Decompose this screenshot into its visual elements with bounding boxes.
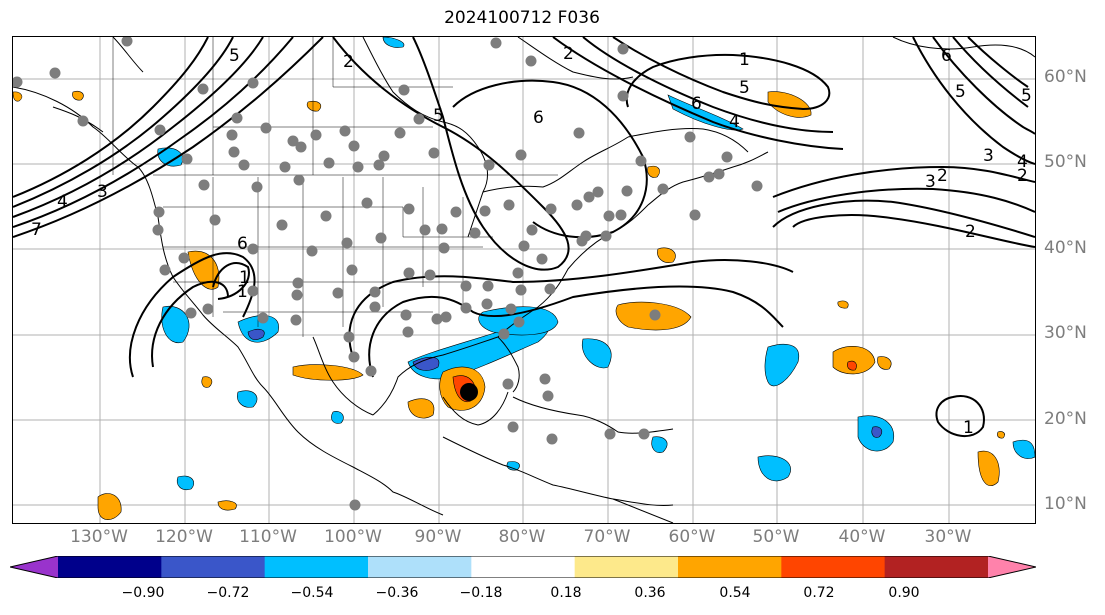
shaded-anomalies (13, 37, 1035, 520)
contour-label: 1 (237, 282, 248, 302)
contour-label: 6 (533, 108, 544, 128)
colorbar-segment (368, 556, 472, 578)
contour-label: 5 (229, 46, 240, 66)
colorbar-tick-label: −0.54 (290, 585, 334, 601)
lon-label: 60°W (668, 527, 716, 547)
colorbar-tick-label: 0.90 (888, 585, 920, 601)
contour-label: 1 (739, 50, 750, 70)
colorbar-tick-label: 0.72 (803, 585, 835, 601)
colorbar-tick-label: −0.18 (459, 585, 503, 601)
contour-label: 5 (739, 78, 750, 98)
colorbar-tick-label: 0.18 (550, 585, 582, 601)
colorbar-tick-label: −0.90 (121, 585, 165, 601)
colorbar-segment (574, 556, 679, 578)
colorbar-extend-low (10, 556, 58, 578)
contour-label: 4 (729, 112, 740, 132)
contour-label: 5 (955, 82, 966, 102)
colorbar-segment (781, 556, 886, 578)
lat-label: 20°N (1044, 409, 1087, 429)
contour-label-layer: 5 6 2 1 5 6 6 4 1 5 6 5 4 3 2 1 3 2 7 4 … (31, 44, 1032, 438)
colorbar-segment (264, 556, 369, 578)
lon-label: 30°W (924, 527, 972, 547)
lon-label: 130°W (70, 527, 128, 547)
lat-label: 10°N (1044, 494, 1087, 514)
storm-center-marker (460, 383, 478, 401)
lon-label: 70°W (583, 527, 631, 547)
lat-label: 60°N (1044, 67, 1087, 87)
colorbar-tick-label: −0.36 (375, 585, 419, 601)
station-dots (13, 37, 763, 511)
contour-label: 7 (31, 220, 42, 240)
lat-label: 50°N (1044, 152, 1087, 172)
contour-label: 6 (237, 234, 248, 254)
colorbar-tick-label: 0.36 (634, 585, 666, 601)
colorbar-tick-label: 0.54 (719, 585, 751, 601)
contour-label: 3 (97, 182, 108, 202)
lon-label: 80°W (498, 527, 546, 547)
map-title: 2024100712 F036 (444, 8, 600, 28)
contour-label: 1 (963, 418, 974, 438)
contour-label: 5 (1021, 86, 1032, 106)
contour-label: 5 (433, 106, 444, 126)
colorbar-segment (678, 556, 782, 578)
lon-label: 120°W (155, 527, 213, 547)
lon-label: 90°W (414, 527, 462, 547)
contour-label: 3 (983, 146, 994, 166)
colorbar (10, 556, 1036, 578)
colorbar-segment (58, 556, 162, 578)
lon-label: 40°W (838, 527, 886, 547)
colorbar-tick-label: −0.72 (206, 585, 250, 601)
contour-lines (13, 37, 1035, 437)
lon-label: 50°W (752, 527, 800, 547)
map-panel: 5 6 2 1 5 6 6 4 1 5 6 5 4 3 2 1 3 2 7 4 … (12, 36, 1036, 524)
contour-label: 4 (57, 192, 68, 212)
colorbar-segment (471, 556, 576, 578)
contour-label: 2 (965, 222, 976, 242)
contour-label: 6 (941, 46, 952, 66)
contour-label: 3 (925, 172, 936, 192)
graticule (13, 37, 1035, 523)
colorbar-segment (161, 556, 266, 578)
contour-label: 2 (937, 166, 948, 186)
lon-label: 110°W (239, 527, 297, 547)
lat-label: 30°N (1044, 323, 1087, 343)
colorbar-extend-high (988, 556, 1036, 578)
lat-label: 40°N (1044, 238, 1087, 258)
contour-label: 4 (1017, 152, 1028, 172)
contour-label: 2 (1017, 166, 1028, 186)
contour-label: 2 (343, 52, 354, 72)
contour-label: 6 (691, 94, 702, 114)
map-canvas: 5 6 2 1 5 6 6 4 1 5 6 5 4 3 2 1 3 2 7 4 … (13, 37, 1035, 523)
contour-label: 1 (239, 268, 250, 288)
contour-label: 2 (563, 44, 574, 64)
lon-label: 100°W (324, 527, 382, 547)
colorbar-segment (884, 556, 989, 578)
